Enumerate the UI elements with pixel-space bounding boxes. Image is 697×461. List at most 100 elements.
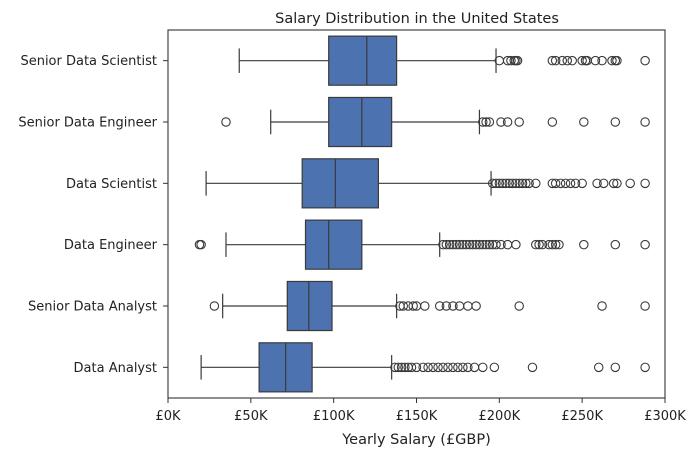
- iqr-box: [286, 280, 333, 332]
- outlier-point: [570, 178, 581, 189]
- outlier-point: [501, 178, 511, 189]
- outlier-point: [547, 117, 558, 127]
- outlier-point: [511, 178, 521, 189]
- outlier-point: [554, 239, 564, 250]
- outlier-point: [393, 362, 404, 373]
- outlier-point: [390, 362, 400, 373]
- outlier-point: [579, 239, 589, 250]
- outlier-point: [491, 239, 501, 250]
- outlier-point: [550, 239, 561, 250]
- outlier-point: [531, 178, 541, 189]
- outlier-point: [555, 178, 566, 189]
- outlier-point: [640, 362, 650, 373]
- outlier-point: [196, 239, 206, 250]
- y-tick-label: Data Scientist: [66, 177, 157, 192]
- outlier-point: [547, 239, 558, 250]
- x-tick-label: £300K: [644, 409, 686, 424]
- outlier-point: [544, 239, 554, 250]
- x-tick-label: £200K: [479, 409, 521, 424]
- outlier-point: [524, 178, 534, 189]
- outlier-point: [423, 362, 433, 373]
- outlier-point: [494, 178, 505, 189]
- outlier-point: [461, 239, 471, 250]
- outlier-point: [458, 362, 468, 373]
- outlier-point: [527, 362, 538, 373]
- outlier-point: [444, 239, 455, 250]
- outlier-point: [521, 178, 531, 189]
- outlier-point: [408, 301, 418, 311]
- outlier-point: [597, 55, 607, 66]
- outlier-point: [517, 178, 528, 189]
- outlier-point: [640, 239, 650, 250]
- outlier-point: [592, 178, 602, 189]
- outlier-point: [608, 178, 619, 189]
- outlier-point: [481, 239, 491, 250]
- outlier-point: [403, 301, 413, 311]
- outlier-point: [496, 117, 506, 127]
- outlier-point: [489, 362, 500, 373]
- outlier-point: [448, 301, 458, 311]
- outlier-point: [458, 239, 468, 250]
- iqr-box: [304, 219, 363, 270]
- outlier-point: [514, 301, 524, 311]
- outlier-point: [448, 239, 458, 250]
- y-tick-label: Data Analyst: [74, 361, 157, 376]
- outlier-point: [463, 362, 473, 373]
- iqr-box: [301, 158, 379, 209]
- outlier-point: [434, 301, 445, 311]
- outlier-point: [562, 55, 573, 66]
- outlier-point: [481, 117, 491, 127]
- outlier-point: [579, 117, 589, 127]
- outlier-point: [451, 239, 462, 250]
- x-axis-label: Yearly Salary (£GBP): [341, 432, 491, 448]
- outlier-point: [640, 117, 650, 127]
- outlier-point: [400, 362, 410, 373]
- outlier-point: [511, 239, 521, 250]
- outlier-point: [474, 239, 485, 250]
- outlier-point: [471, 301, 481, 311]
- y-tick-label: Senior Data Scientist: [20, 54, 157, 69]
- outlier-point: [597, 301, 607, 311]
- outlier-point: [221, 117, 231, 127]
- outlier-point: [478, 239, 488, 250]
- outlier-point: [491, 178, 501, 189]
- outlier-point: [577, 55, 587, 66]
- outlier-point: [504, 178, 515, 189]
- outlier-point: [640, 178, 650, 189]
- outlier-point: [514, 117, 524, 127]
- y-tick-label: Senior Data Analyst: [28, 300, 157, 315]
- outlier-point: [612, 178, 622, 189]
- outlier-point: [428, 362, 438, 373]
- outlier-point: [468, 239, 478, 250]
- outlier-point: [612, 55, 622, 66]
- outlier-point: [547, 55, 558, 66]
- outlier-point: [433, 362, 443, 373]
- outlier-point: [537, 239, 548, 250]
- outlier-point: [496, 239, 506, 250]
- outlier-point: [565, 178, 576, 189]
- iqr-box: [328, 35, 398, 86]
- outlier-point: [625, 178, 635, 189]
- outlier-point: [448, 362, 458, 373]
- outlier-point: [512, 55, 523, 66]
- outlier-point: [438, 362, 448, 373]
- x-tick-label: £150K: [396, 409, 438, 424]
- outlier-point: [507, 178, 518, 189]
- outlier-point: [534, 239, 544, 250]
- y-tick-label: Senior Data Engineer: [18, 116, 157, 131]
- outlier-point: [441, 239, 452, 250]
- outlier-point: [506, 55, 516, 66]
- x-tick-label: £100K: [313, 409, 355, 424]
- outlier-point: [610, 239, 621, 250]
- y-tick-label: Data Engineer: [64, 238, 158, 253]
- outlier-point: [598, 178, 609, 189]
- outlier-point: [411, 362, 422, 373]
- outlier-point: [590, 55, 601, 66]
- outlier-point: [438, 239, 448, 250]
- iqr-box: [328, 96, 393, 148]
- outlier-point: [557, 55, 568, 66]
- chart-title: Salary Distribution in the United States: [275, 11, 559, 27]
- outlier-point: [420, 301, 430, 311]
- outlier-point: [567, 55, 577, 66]
